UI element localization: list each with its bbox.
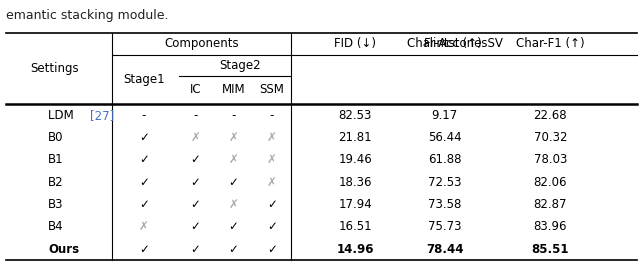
Text: 56.44: 56.44 [428, 131, 461, 144]
Text: IC: IC [189, 83, 201, 96]
Text: ✗: ✗ [228, 131, 239, 144]
Text: ✗: ✗ [190, 131, 200, 144]
Text: -: - [193, 109, 197, 122]
Text: 17.94: 17.94 [339, 198, 372, 211]
Text: ✓: ✓ [139, 176, 149, 189]
Text: ✓: ✓ [139, 131, 149, 144]
Text: 78.44: 78.44 [426, 243, 463, 256]
Text: ✓: ✓ [139, 198, 149, 211]
Text: ✓: ✓ [267, 243, 277, 256]
Text: Char-F1 (↑): Char-F1 (↑) [516, 37, 585, 50]
Text: ✗: ✗ [139, 220, 149, 233]
Text: Components: Components [164, 37, 239, 50]
Text: 73.58: 73.58 [428, 198, 461, 211]
Text: 22.68: 22.68 [534, 109, 567, 122]
Text: LDM: LDM [48, 109, 77, 122]
Text: Settings: Settings [30, 62, 79, 75]
Text: ✗: ✗ [267, 131, 277, 144]
Text: ✓: ✓ [267, 198, 277, 211]
Text: Char-Acc (↑): Char-Acc (↑) [408, 37, 482, 50]
Text: 18.36: 18.36 [339, 176, 372, 189]
Text: FID (↓): FID (↓) [334, 37, 376, 50]
Text: ✓: ✓ [190, 176, 200, 189]
Text: 72.53: 72.53 [428, 176, 461, 189]
Text: 82.87: 82.87 [534, 198, 567, 211]
Text: ✗: ✗ [228, 198, 239, 211]
Text: 14.96: 14.96 [337, 243, 374, 256]
Text: FlintstonesSV: FlintstonesSV [424, 37, 504, 50]
Text: -: - [232, 109, 236, 122]
Text: SSM: SSM [260, 83, 284, 96]
Text: 21.81: 21.81 [339, 131, 372, 144]
Text: 82.53: 82.53 [339, 109, 372, 122]
Text: ✓: ✓ [228, 243, 239, 256]
Text: 83.96: 83.96 [534, 220, 567, 233]
Text: -: - [142, 109, 146, 122]
Text: ✓: ✓ [228, 220, 239, 233]
Text: B2: B2 [48, 176, 63, 189]
Text: ✓: ✓ [190, 153, 200, 166]
Text: ✓: ✓ [190, 243, 200, 256]
Text: 82.06: 82.06 [534, 176, 567, 189]
Text: [27]: [27] [90, 109, 114, 122]
Text: B3: B3 [48, 198, 63, 211]
Text: 19.46: 19.46 [339, 153, 372, 166]
Text: 85.51: 85.51 [532, 243, 569, 256]
Text: 78.03: 78.03 [534, 153, 567, 166]
Text: ✓: ✓ [267, 220, 277, 233]
Text: ✓: ✓ [190, 220, 200, 233]
Text: ✗: ✗ [228, 153, 239, 166]
Text: MIM: MIM [222, 83, 245, 96]
Text: 75.73: 75.73 [428, 220, 461, 233]
Text: Ours: Ours [48, 243, 79, 256]
Text: B1: B1 [48, 153, 63, 166]
Text: Stage2: Stage2 [219, 59, 261, 72]
Text: ✓: ✓ [139, 243, 149, 256]
Text: B0: B0 [48, 131, 63, 144]
Text: ✓: ✓ [139, 153, 149, 166]
Text: emantic stacking module.: emantic stacking module. [6, 9, 169, 22]
Text: 61.88: 61.88 [428, 153, 461, 166]
Text: ✓: ✓ [190, 198, 200, 211]
Text: 16.51: 16.51 [339, 220, 372, 233]
Text: ✗: ✗ [267, 176, 277, 189]
Text: 70.32: 70.32 [534, 131, 567, 144]
Text: -: - [270, 109, 274, 122]
Text: 9.17: 9.17 [431, 109, 458, 122]
Text: ✓: ✓ [228, 176, 239, 189]
Text: Stage1: Stage1 [123, 73, 165, 86]
Text: ✗: ✗ [267, 153, 277, 166]
Text: B4: B4 [48, 220, 63, 233]
